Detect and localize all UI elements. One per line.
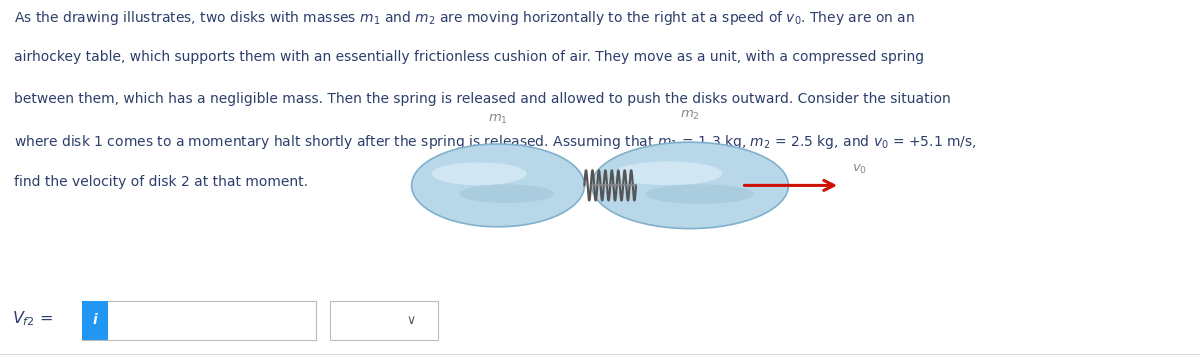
Ellipse shape: [412, 183, 584, 194]
Text: $v_0$: $v_0$: [852, 163, 868, 176]
Text: between them, which has a negligible mass. Then the spring is released and allow: between them, which has a negligible mas…: [14, 92, 952, 106]
Text: $m_1$: $m_1$: [488, 113, 508, 126]
Ellipse shape: [432, 162, 527, 185]
Text: airhockey table, which supports them with an essentially frictionless cushion of: airhockey table, which supports them wit…: [14, 50, 924, 64]
Ellipse shape: [592, 183, 788, 194]
Text: As the drawing illustrates, two disks with masses $m_1$ and $m_2$ are moving hor: As the drawing illustrates, two disks wi…: [14, 9, 916, 27]
Ellipse shape: [592, 142, 788, 229]
Ellipse shape: [412, 144, 584, 227]
FancyBboxPatch shape: [82, 301, 108, 340]
Ellipse shape: [646, 184, 754, 204]
Text: find the velocity of disk 2 at that moment.: find the velocity of disk 2 at that mome…: [14, 175, 308, 189]
Text: ∨: ∨: [407, 314, 415, 327]
Text: $m_2$: $m_2$: [680, 109, 700, 122]
FancyBboxPatch shape: [82, 301, 316, 340]
Ellipse shape: [614, 161, 722, 185]
Text: where disk 1 comes to a momentary halt shortly after the spring is released. Ass: where disk 1 comes to a momentary halt s…: [14, 133, 977, 151]
Text: i: i: [92, 314, 97, 327]
FancyBboxPatch shape: [330, 301, 438, 340]
Ellipse shape: [460, 184, 554, 203]
Text: $V_{f2}$ =: $V_{f2}$ =: [12, 309, 53, 328]
